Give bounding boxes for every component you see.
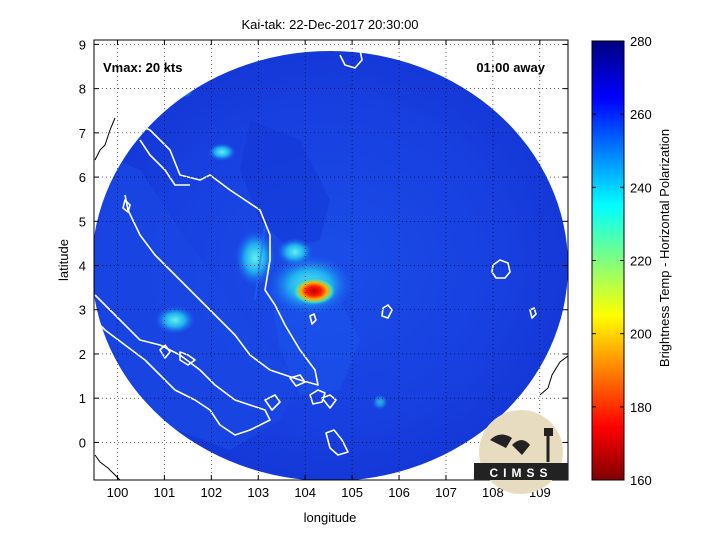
logo-dish-icon [490, 434, 512, 448]
y-tick-label: 2 [79, 347, 86, 362]
mid-patch [270, 290, 360, 395]
vmax-label: Vmax: 20 kts [103, 60, 183, 75]
x-axis-label: longitude [304, 510, 357, 525]
y-tick-label: 9 [79, 37, 86, 52]
island-small [264, 394, 281, 411]
logo-banner [474, 463, 568, 480]
coastline-peninsula [107, 109, 319, 386]
colorbar-tick-label: 180 [630, 400, 652, 415]
island-small [159, 344, 171, 359]
axes-frame [93, 39, 569, 481]
y-tick-label: 6 [79, 170, 86, 185]
cyan-blob [155, 306, 195, 334]
x-tick-label: 101 [154, 485, 176, 500]
coastline-gulf [139, 139, 190, 186]
colorbar-tick-label: 240 [630, 180, 652, 195]
y-axis: 0 1 2 3 4 5 6 7 8 9 [79, 37, 568, 450]
island-small [381, 304, 393, 319]
outer-coastlines [94, 117, 568, 480]
island-small [309, 313, 317, 325]
y-tick-label: 8 [79, 82, 86, 97]
y-tick-label: 7 [79, 126, 86, 141]
coastline-fragment [99, 149, 106, 153]
y-tick-label: 1 [79, 391, 86, 406]
cimss-logo: CIMSS [474, 410, 568, 494]
y-tick-label: 4 [79, 259, 86, 274]
land-band [95, 150, 300, 450]
x-tick-label: 104 [294, 485, 316, 500]
cyan-blob [235, 230, 275, 286]
island-small [289, 374, 306, 387]
logo-text: CIMSS [489, 466, 552, 480]
x-tick-label: 105 [341, 485, 363, 500]
colorbar-tick-label: 220 [630, 254, 652, 269]
logo-tower-icon [544, 428, 553, 436]
colorbar-ticks: 280 260 240 220 200 180 160 [592, 34, 652, 488]
island-small [122, 199, 131, 213]
coastline-north-edge [329, 40, 333, 51]
colorbar [591, 40, 625, 481]
y-tick-label: 0 [79, 435, 86, 450]
coastline-north [339, 49, 363, 69]
y-tick-label: 5 [79, 214, 86, 229]
grid [94, 40, 568, 480]
plot-title: Kai-tak: 22-Dec-2017 20:30:00 [241, 17, 418, 32]
island-riau [321, 394, 337, 409]
x-tick-label: 106 [388, 485, 410, 500]
colorbar-tick-label: 260 [630, 107, 652, 122]
coastline-sumatra [94, 294, 271, 436]
cyan-blob [372, 394, 388, 410]
x-axis: 100 101 102 103 104 105 106 107 108 109 [107, 40, 551, 500]
x-tick-label: 102 [200, 485, 222, 500]
x-tick-label: 107 [435, 485, 457, 500]
island-lingga [325, 429, 349, 456]
swath-seam [254, 224, 266, 301]
cyan-blob [208, 143, 236, 161]
colorbar-tick-label: 280 [630, 34, 652, 49]
island-small [179, 351, 196, 366]
time-away-label: 01:00 away [476, 60, 545, 75]
cold-core [292, 277, 336, 305]
logo-dish-icon [512, 440, 530, 455]
outer-coast-east [539, 355, 568, 396]
outer-coast-west [94, 117, 116, 161]
x-tick-label: 100 [107, 485, 129, 500]
y-axis-label: latitude [56, 239, 71, 281]
y-tick-label: 3 [79, 303, 86, 318]
island-small [529, 307, 537, 319]
colorbar-label: Brightness Temp - Horizontal Polarizatio… [657, 129, 672, 367]
x-tick-label: 103 [247, 485, 269, 500]
outer-coast-sw [94, 454, 121, 480]
colorbar-tick-label: 200 [630, 327, 652, 342]
x-tick-label: 108 [482, 485, 504, 500]
colorbar-tick-label: 160 [630, 473, 652, 488]
